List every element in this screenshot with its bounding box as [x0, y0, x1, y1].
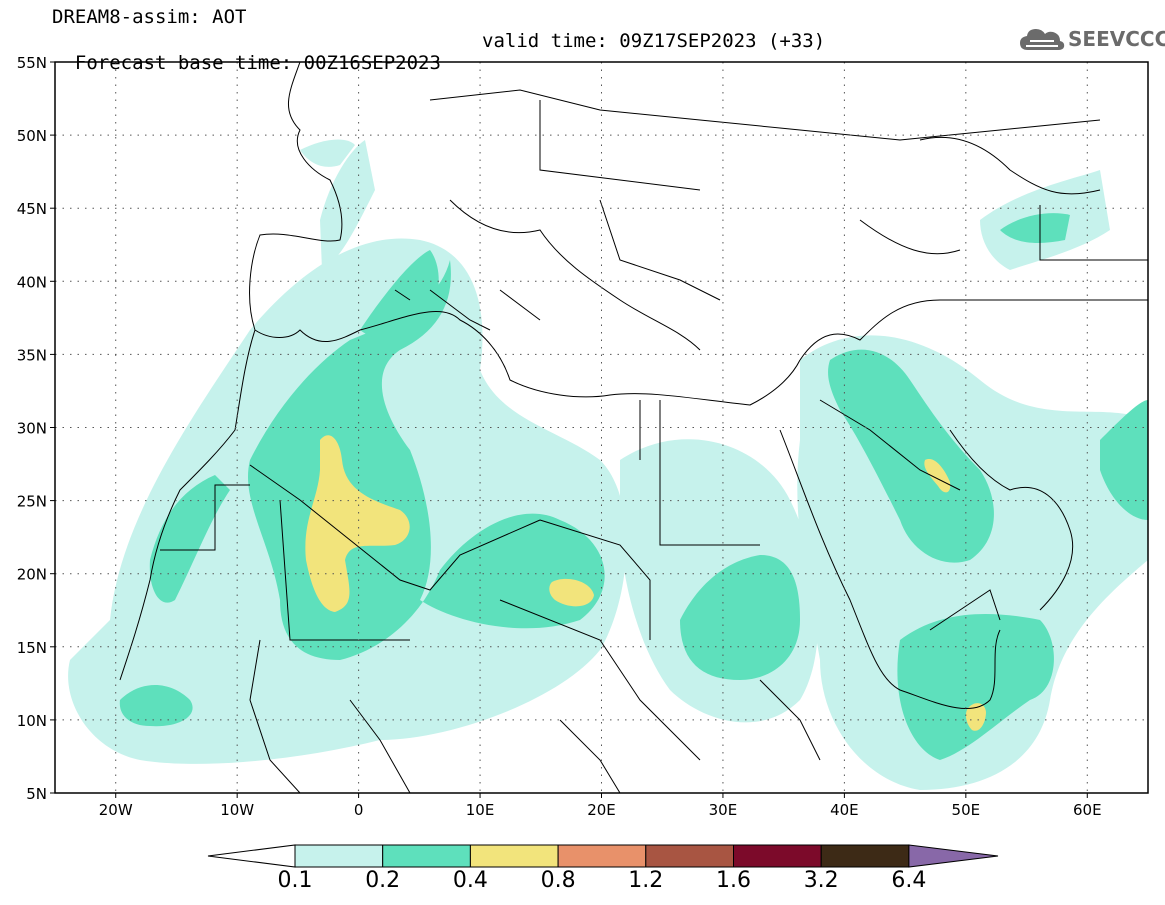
map-title: DREAM8-assim: AOT — [52, 6, 247, 28]
colorbar-label: 0.8 — [540, 868, 576, 893]
base-time: Forecast base time: 00Z16SEP2023 — [74, 52, 441, 74]
lat-tick-label: 10N — [17, 712, 47, 730]
colorbar-label: 0.2 — [365, 868, 401, 893]
lon-tick-label: 10E — [466, 801, 495, 819]
lat-tick-label: 15N — [17, 639, 47, 657]
lat-tick-label: 5N — [26, 785, 47, 803]
lon-tick-label: 40E — [830, 801, 859, 819]
cloud-icon — [1020, 29, 1065, 50]
lat-tick-label: 50N — [17, 127, 47, 145]
logo-text: SEEVCCC — [1068, 27, 1165, 51]
seevccc-logo: SEEVCCC — [1018, 24, 1165, 54]
colorbar — [207, 844, 999, 868]
colorbar-label: 0.1 — [277, 868, 313, 893]
lat-tick-label: 40N — [17, 273, 47, 291]
colorbar-segment — [469, 844, 559, 868]
lon-tick-label: 20E — [587, 801, 616, 819]
lon-tick-label: 10W — [220, 801, 254, 819]
lon-ticks: 20W 10W 0 10E 20E 30E 40E 50E 60E — [99, 793, 1102, 819]
lat-tick-label: 25N — [17, 493, 47, 511]
colorbar-over-arrow — [908, 844, 999, 868]
lat-tick-label: 20N — [17, 566, 47, 584]
lon-tick-label: 50E — [952, 801, 981, 819]
coastlines-and-borders — [119, 62, 1148, 793]
colorbar-segment — [382, 844, 471, 868]
colorbar-segment — [557, 844, 647, 868]
lon-tick-label: 0 — [354, 801, 364, 819]
lon-tick-label: 20W — [99, 801, 133, 819]
colorbar-label: 1.6 — [716, 868, 751, 893]
lat-tick-label: 45N — [17, 200, 47, 218]
lat-ticks: 5N 10N 15N 20N 25N 30N 35N 40N 45N 50N 55N — [17, 54, 55, 803]
colorbar-segment — [294, 844, 384, 868]
colorbar-label: 0.4 — [452, 868, 488, 893]
colorbar-under-arrow — [207, 844, 296, 868]
forecast-times: Forecast base time: 00Z16SEP2023 valid t… — [52, 30, 825, 96]
colorbar-label: 1.2 — [628, 868, 664, 893]
aot-shading — [68, 139, 1148, 790]
aot-level-0.4 — [305, 435, 986, 731]
colorbar-label: 3.2 — [803, 868, 839, 893]
colorbar-segment — [733, 844, 822, 868]
colorbar-segment — [645, 844, 734, 868]
lat-tick-label: 30N — [17, 420, 47, 438]
lon-tick-label: 30E — [709, 801, 738, 819]
lon-tick-label: 60E — [1073, 801, 1102, 819]
valid-time: valid time: 09Z17SEP2023 (+33) — [482, 30, 826, 52]
colorbar-label: 6.4 — [891, 868, 927, 893]
lat-tick-label: 35N — [17, 346, 47, 364]
colorbar-segment — [820, 844, 910, 868]
lat-tick-label: 55N — [17, 54, 47, 72]
